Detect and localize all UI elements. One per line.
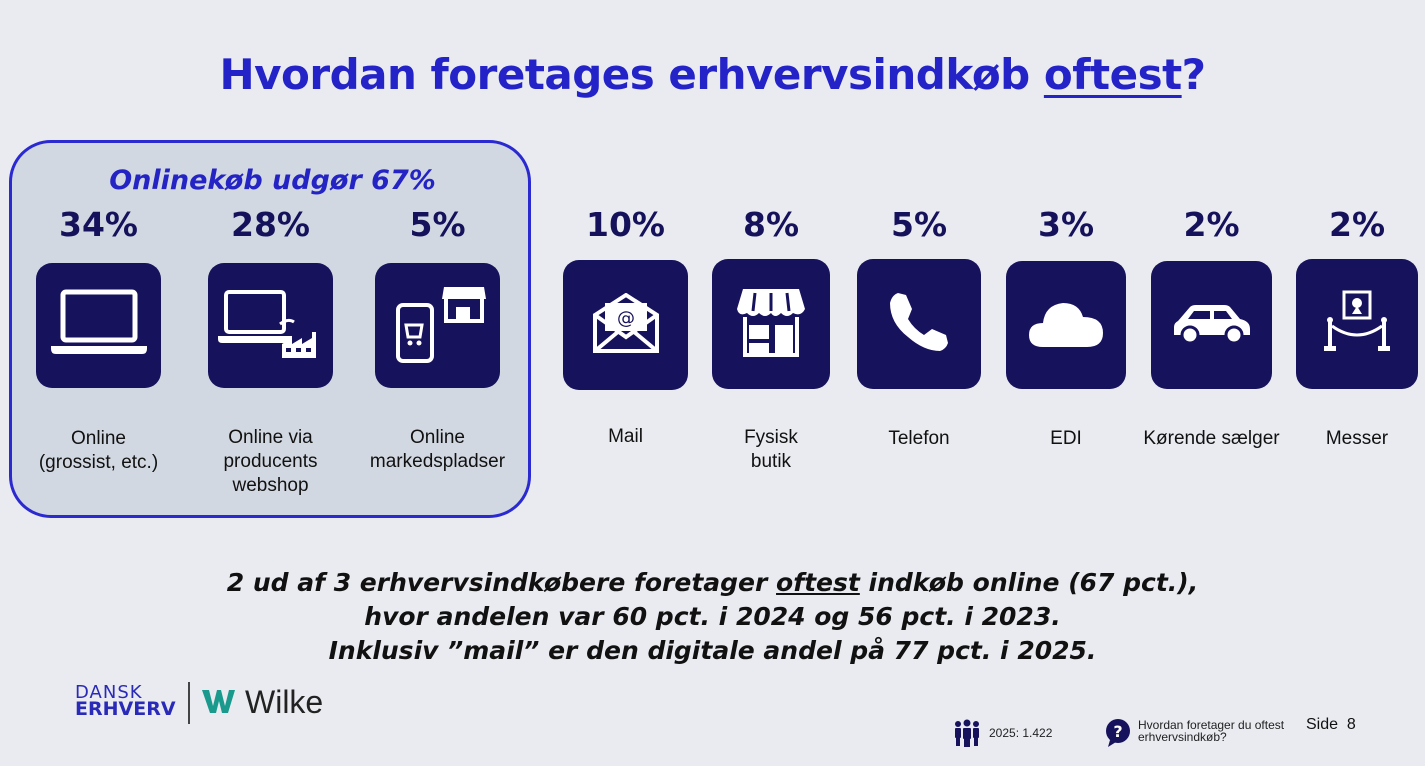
svg-text:@: @ <box>617 308 635 329</box>
category-label: Mail <box>608 426 643 447</box>
summary-text: 2 ud af 3 erhvervsindkøbere foretager of… <box>0 566 1425 668</box>
category-label: EDI <box>1050 428 1082 449</box>
sample-size: 2025: 1.422 <box>989 726 1053 740</box>
category-label: Online (grossist, etc.) <box>38 428 159 473</box>
laptop-factory-icon <box>216 288 326 363</box>
category-label: Telefon <box>888 428 950 449</box>
category-percent: 3% <box>1037 205 1095 244</box>
category-label: Messer <box>1325 428 1389 449</box>
page-title: Hvordan foretages erhvervsindkøb oftest? <box>219 50 1206 99</box>
summary-line-1: 2 ud af 3 erhvervsindkøbere foretager of… <box>226 568 1199 597</box>
online-group-heading: Onlinekøb udgør 67% <box>109 165 436 196</box>
logo-divider <box>188 682 190 724</box>
category-percent: 5% <box>409 205 466 244</box>
mail-icon: @ <box>591 292 661 358</box>
category-percent: 2% <box>1328 205 1386 244</box>
category-percent: 5% <box>890 205 948 244</box>
category-tile <box>36 263 161 388</box>
respondents-icon <box>953 719 981 752</box>
category-tile <box>1151 261 1272 389</box>
category-tile <box>1006 261 1126 389</box>
category-tile <box>1296 259 1418 389</box>
category-label: Fysisk butik <box>744 427 798 472</box>
category-tile <box>712 259 830 389</box>
category-percent: 34% <box>59 205 138 244</box>
category-percent: 8% <box>742 205 800 244</box>
category-tile: @ <box>563 260 688 390</box>
category-tile <box>208 263 333 388</box>
summary-line-3: Inklusiv ”mail” er den digitale andel på… <box>328 636 1097 665</box>
category-label: Online markedspladser <box>369 427 506 472</box>
page-number: Side 8 <box>1306 716 1356 733</box>
exhibition-icon <box>1322 290 1392 359</box>
wilke-logo-text: Wilke <box>245 684 324 720</box>
category-tile <box>857 259 981 389</box>
category-percent: 10% <box>586 205 665 244</box>
shop-icon <box>735 287 807 362</box>
category-label: Kørende sælger <box>1143 428 1280 449</box>
question-icon: ? <box>1104 718 1132 753</box>
phone-icon <box>886 289 952 360</box>
cloud-icon <box>1027 297 1105 354</box>
laptop-icon <box>49 288 149 363</box>
phone-shop-icon <box>388 283 488 368</box>
dansk-erhverv-logo: DANSK ERHVERV <box>75 682 176 720</box>
wilke-logo-icon <box>200 686 236 721</box>
svg-text:?: ? <box>1113 722 1122 741</box>
survey-question: Hvordan foretager du oftest erhvervsindk… <box>1138 718 1285 744</box>
car-icon <box>1172 301 1252 350</box>
category-tile <box>375 263 500 388</box>
category-label: Online via producents webshop <box>223 427 318 496</box>
category-percent: 2% <box>1183 205 1240 244</box>
category-percent: 28% <box>231 205 310 244</box>
summary-line-2: hvor andelen var 60 pct. i 2024 og 56 pc… <box>364 602 1061 631</box>
